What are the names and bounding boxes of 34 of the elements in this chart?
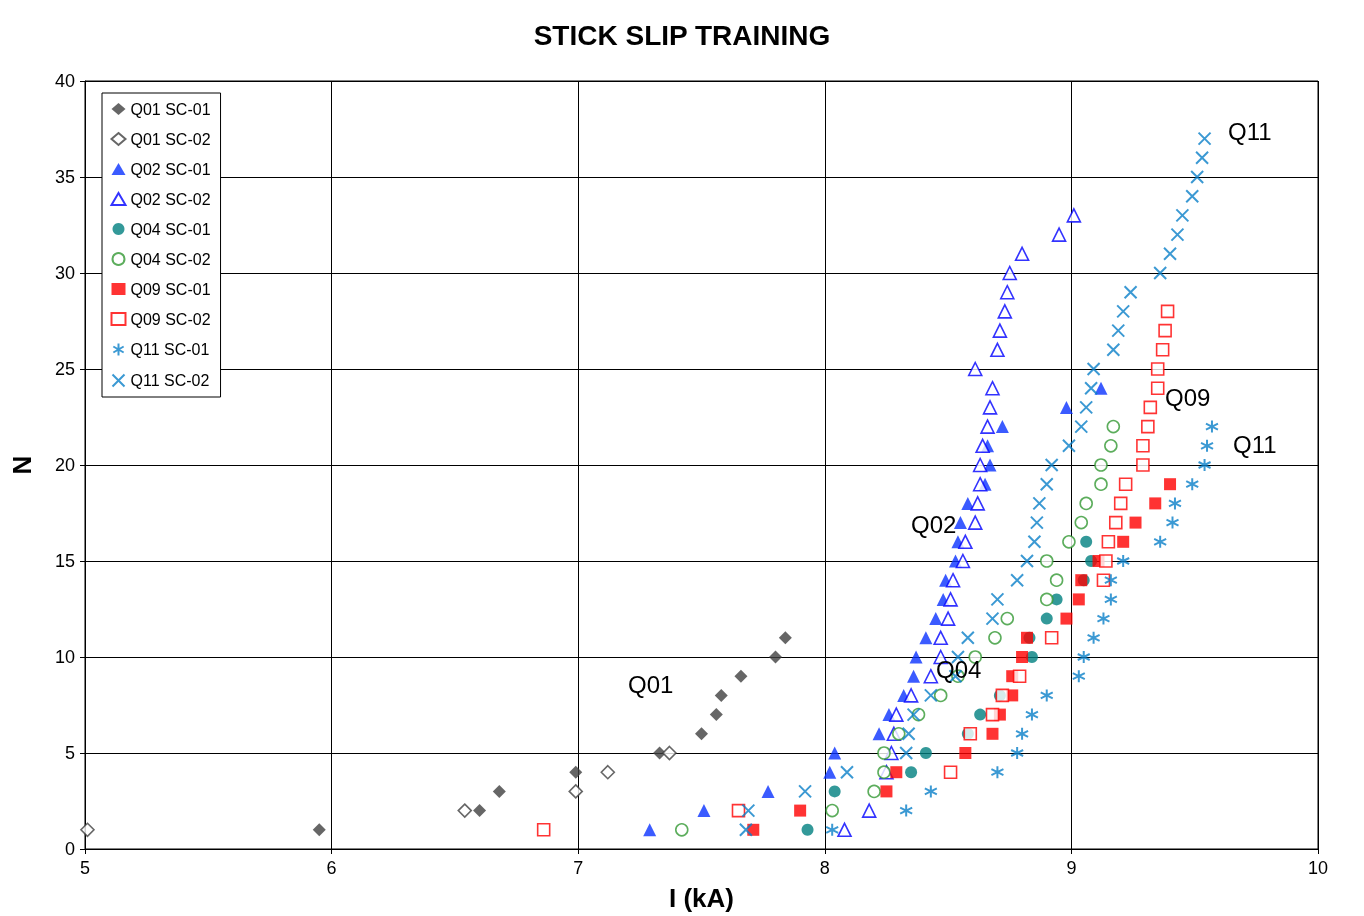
x-tick-label: 6	[326, 858, 337, 878]
annotation: Q11	[1228, 117, 1272, 145]
y-axis-title: N	[7, 455, 37, 475]
y-tick-label: 5	[64, 743, 75, 763]
annotation: Q11	[1233, 430, 1277, 458]
x-axis-title: I (kA)	[669, 883, 734, 913]
y-tick-label: 15	[54, 551, 75, 571]
x-tick-label: 8	[819, 858, 830, 878]
chart-title: STICK SLIP TRAINING	[533, 19, 831, 51]
legend-label: Q09 SC-01	[130, 280, 211, 298]
legend-label: Q11 SC-01	[130, 341, 210, 358]
x-tick-label: 7	[573, 858, 584, 878]
y-tick-label: 0	[64, 839, 75, 859]
annotation: Q01	[628, 670, 674, 698]
annotation: Q02	[911, 510, 957, 538]
legend-label: Q01 SC-01	[130, 100, 211, 118]
x-tick-label: 10	[1307, 858, 1329, 878]
y-tick-label: 35	[54, 167, 75, 187]
y-tick-label: 10	[54, 647, 75, 667]
y-tick-label: 20	[54, 455, 75, 475]
annotation: Q04	[936, 655, 982, 683]
legend-label: Q02 SC-02	[130, 190, 211, 208]
x-tick-label: 9	[1066, 858, 1077, 878]
y-tick-label: 30	[54, 263, 75, 283]
y-tick-label: 40	[54, 71, 75, 91]
legend-label: Q09 SC-02	[130, 310, 211, 328]
legend-label: Q02 SC-01	[130, 160, 211, 178]
legend-label: Q04 SC-01	[130, 220, 211, 238]
legend-label: Q04 SC-02	[130, 250, 211, 268]
legend-label: Q11 SC-02	[130, 372, 210, 389]
x-tick-label: 5	[79, 858, 91, 878]
annotation: Q09	[1165, 383, 1211, 411]
y-tick-label: 25	[54, 359, 75, 379]
legend-label: Q01 SC-02	[130, 130, 211, 148]
